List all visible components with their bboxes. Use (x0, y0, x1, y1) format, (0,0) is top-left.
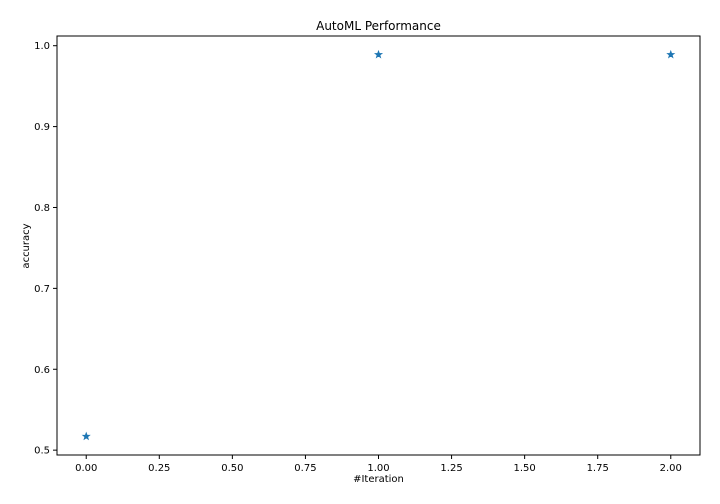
x-tick-label: 1.50 (514, 463, 536, 474)
y-tick-label: 0.5 (34, 446, 50, 457)
y-tick-label: 0.7 (34, 284, 50, 295)
data-series (81, 49, 676, 441)
data-point (81, 431, 91, 441)
chart-title: AutoML Performance (316, 19, 441, 33)
x-tick-label: 1.75 (587, 463, 609, 474)
x-tick-label: 2.00 (660, 463, 682, 474)
x-tick-label: 0.25 (148, 463, 170, 474)
x-tick-label: 0.00 (75, 463, 97, 474)
x-tick-label: 0.75 (294, 463, 316, 474)
y-tick-label: 0.6 (34, 365, 50, 376)
y-axis-label: accuracy (21, 223, 32, 268)
y-tick-label: 1.0 (34, 41, 50, 52)
x-tick-label: 1.00 (367, 463, 389, 474)
y-axis: 0.5 0.6 0.7 0.8 0.9 1.0 (34, 41, 57, 457)
y-tick-label: 0.8 (34, 203, 50, 214)
x-axis-label: #Iteration (353, 474, 404, 485)
x-axis: 0.00 0.25 0.50 0.75 1.00 1.25 1.50 1.75 2.00 (75, 455, 682, 474)
y-tick-label: 0.9 (34, 122, 50, 133)
data-point (666, 49, 676, 59)
data-point (373, 49, 384, 59)
plot-area (56, 35, 701, 456)
x-tick-label: 0.50 (221, 463, 243, 474)
x-tick-label: 1.25 (440, 463, 462, 474)
